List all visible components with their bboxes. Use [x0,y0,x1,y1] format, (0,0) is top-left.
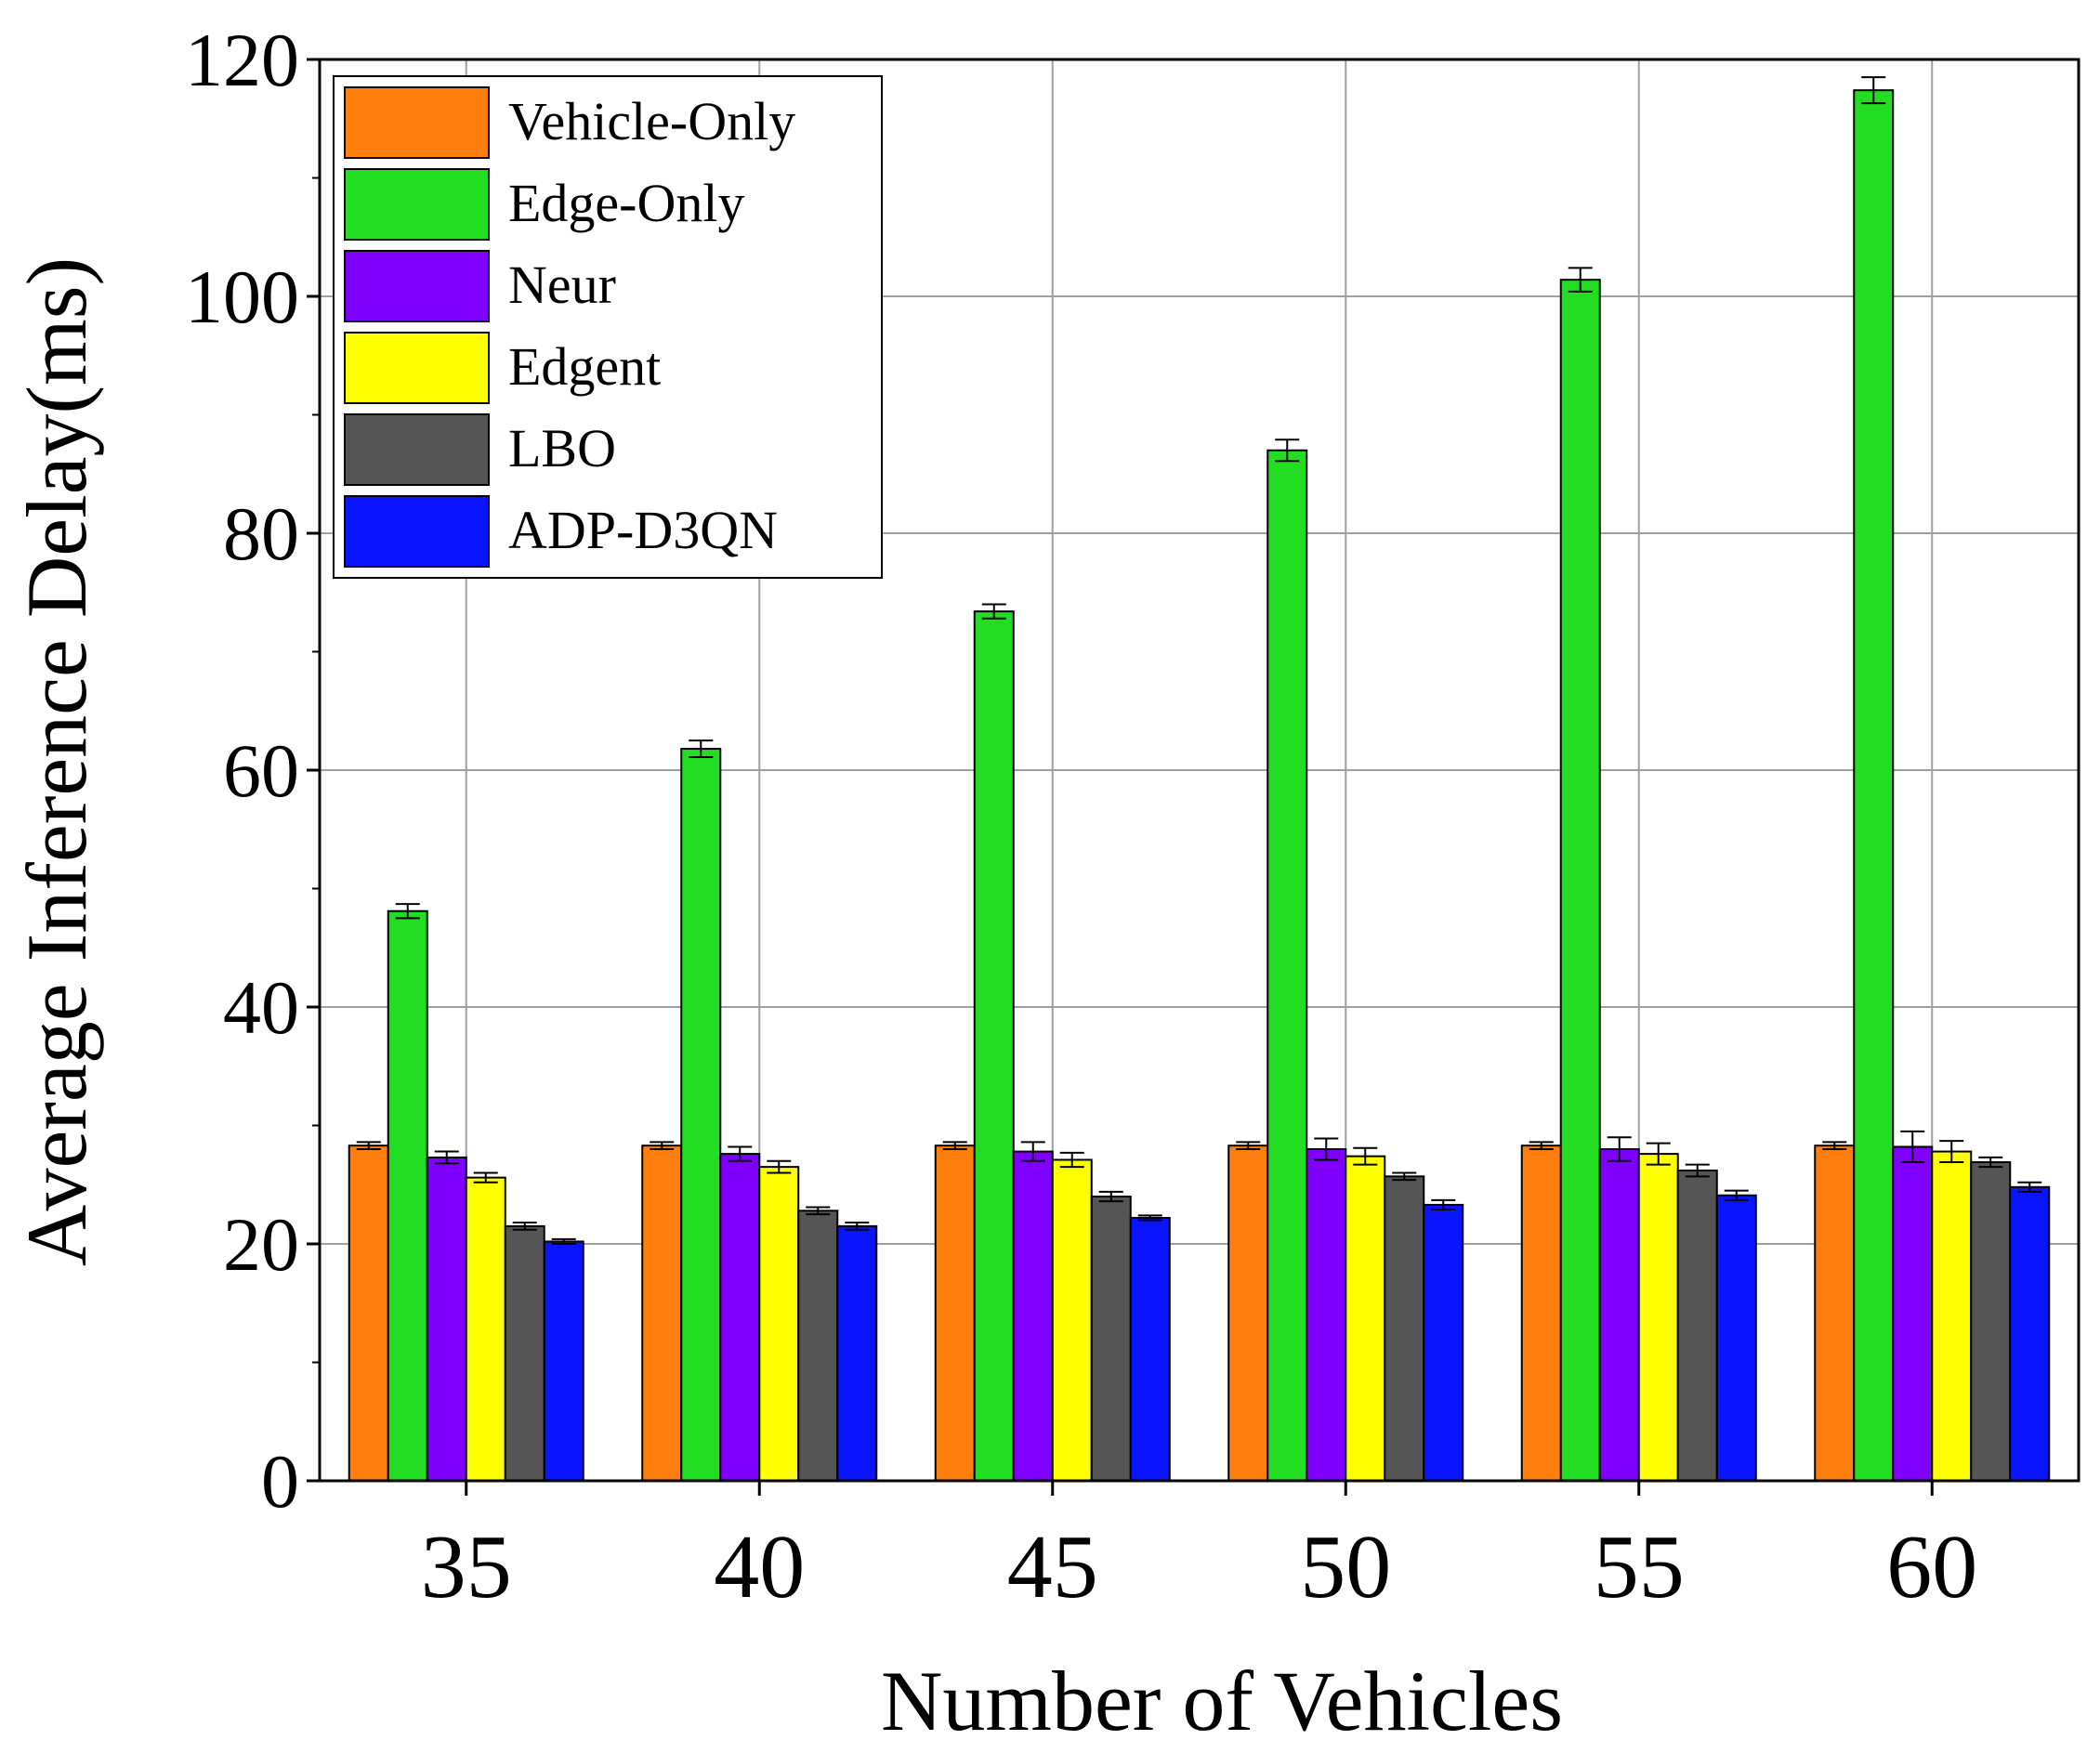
legend-swatch [344,413,490,486]
bar [719,1153,761,1482]
bar [1676,1169,1718,1482]
axes: 0 20 40 60 80 100 120 35 40 45 50 55 60 [185,18,2080,1617]
bar [465,1176,506,1482]
bar [1814,1145,1856,1483]
x-tick-label: 55 [1594,1517,1685,1617]
bar [680,748,722,1482]
legend-label: Edge-Only [508,173,745,233]
bar [543,1240,584,1482]
x-tick-label: 45 [1007,1517,1098,1617]
bar [387,909,428,1482]
bar [1892,1145,1934,1482]
bar [1051,1158,1093,1482]
bar [1129,1216,1171,1482]
y-tick-label: 20 [223,1202,299,1287]
legend: Vehicle-Only Edge-Only Neur Edgent LBO ADP-D3… [333,75,883,579]
bar [1227,1145,1269,1483]
bar [1267,449,1308,1482]
bar [1970,1161,2012,1483]
bar [1598,1148,1640,1482]
legend-box [333,75,883,579]
y-tick-label: 0 [261,1439,299,1524]
legend-label: Vehicle-Only [508,91,795,151]
bar [1931,1150,1973,1483]
bar [348,1145,389,1483]
bar [1559,279,1601,1482]
y-axis-label: Average Inference Delay(ms) [9,257,104,1266]
bar [1345,1155,1386,1483]
bar [758,1166,800,1482]
legend-swatch [344,168,490,241]
bar [504,1224,545,1482]
bar [934,1145,976,1483]
legend-swatch [344,86,490,159]
y-tick-label: 80 [223,491,299,576]
x-tick-label: 60 [1886,1517,1977,1617]
x-tick-label: 35 [421,1517,512,1617]
bar [1637,1153,1679,1482]
bar [1090,1196,1132,1482]
bar [1423,1203,1464,1483]
bar [1384,1175,1425,1482]
legend-swatch [344,250,490,322]
legend-label: Edgent [508,336,661,397]
bar [2009,1185,2051,1483]
bar [1520,1145,1562,1483]
bar [426,1156,467,1483]
x-tick-label: 40 [714,1517,805,1617]
legend-label: LBO [508,418,616,478]
bar [1715,1194,1757,1482]
legend-swatch [344,332,490,404]
legend-label: Neur [508,255,616,315]
legend-label: ADP-D3QN [508,500,778,560]
bar [1306,1148,1347,1482]
legend-swatch [344,495,490,568]
bar [836,1224,878,1482]
y-tick-label: 120 [185,18,299,102]
bar [1853,89,1895,1482]
bar [641,1145,683,1483]
y-tick-label: 40 [223,965,299,1050]
bar [797,1210,839,1483]
y-tick-label: 60 [223,728,299,813]
y-tick-label: 100 [185,255,299,339]
bars [348,76,2051,1483]
x-axis-label: Number of Vehicles [881,1654,1563,1748]
x-tick-label: 50 [1300,1517,1391,1617]
bar [1012,1150,1054,1483]
bar [973,610,1015,1482]
